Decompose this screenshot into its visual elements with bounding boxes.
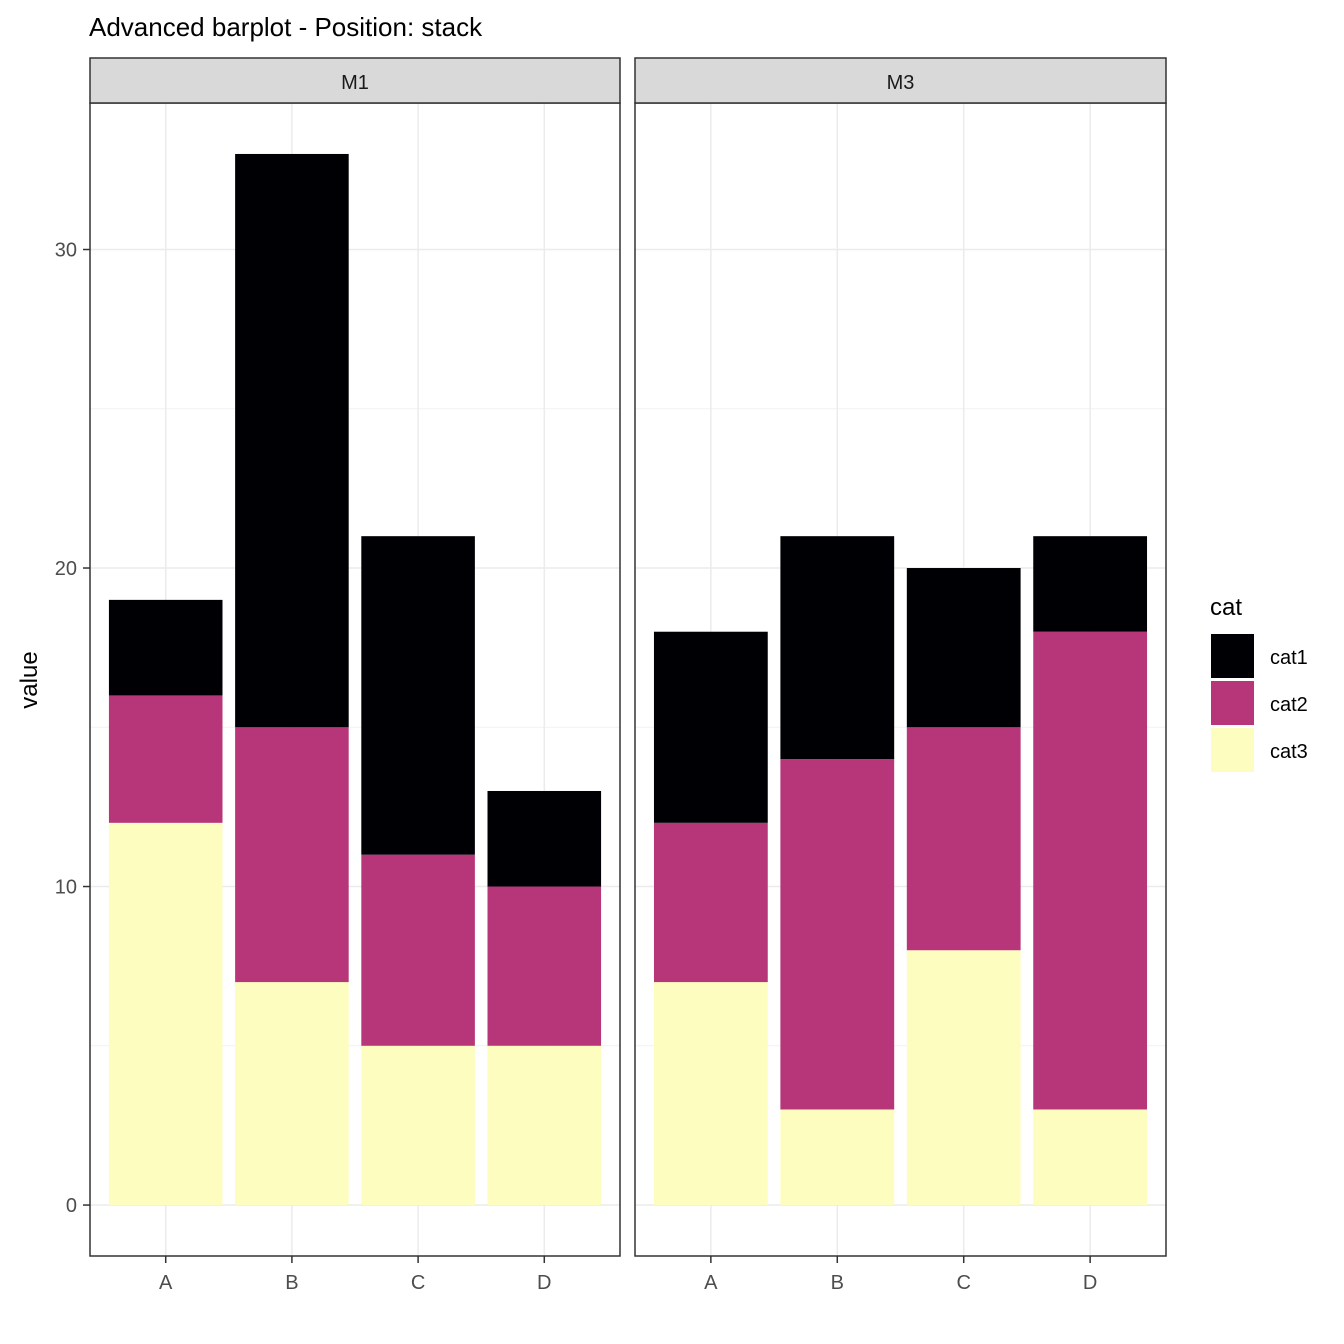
y-axis-title: value: [16, 651, 43, 708]
facet-panel-m3: M3 A B C D: [634, 57, 1167, 1294]
x-tick-label: B: [285, 1272, 298, 1294]
bar-m1-a-cat2: [108, 695, 223, 823]
legend-label-cat2: cat2: [1270, 694, 1308, 716]
bar-m3-b-cat1: [780, 536, 895, 760]
bar-m1-b-cat1: [235, 153, 349, 728]
bar-m3-a-cat1: [653, 631, 768, 823]
bar-m1-b-cat2: [235, 727, 349, 983]
bar-m3-a-cat3: [653, 982, 768, 1206]
bar-m1-d-cat3: [487, 1045, 602, 1206]
bar-m1-c-cat1: [361, 536, 475, 855]
legend-label-cat1: cat1: [1270, 647, 1308, 669]
x-tick-label: A: [704, 1272, 718, 1294]
chart-title: Advanced barplot - Position: stack: [89, 12, 483, 42]
legend-key-cat2: [1211, 681, 1254, 725]
legend-title: cat: [1210, 594, 1242, 621]
x-tick-label: A: [159, 1272, 173, 1294]
bar-m1-d-cat1: [487, 790, 602, 887]
bar-m3-b-cat2: [780, 759, 895, 1110]
bar-m1-d-cat2: [487, 886, 602, 1046]
bar-m3-b-cat3: [780, 1109, 895, 1206]
legend-key-cat3: [1211, 728, 1254, 772]
y-tick-label: 20: [55, 558, 77, 580]
bar-m3-d-cat1: [1033, 536, 1148, 632]
bar-m1-a-cat3: [108, 822, 223, 1206]
x-tick-label: C: [411, 1272, 425, 1294]
bar-m3-d-cat3: [1033, 1109, 1148, 1206]
bar-m1-b-cat3: [235, 982, 349, 1206]
bar-m3-a-cat2: [653, 822, 768, 983]
facet-panels: M1 A B C D 0 10 20 30 M3 A B C D: [55, 57, 1167, 1294]
legend-label-cat3: cat3: [1270, 741, 1308, 763]
facet-strip: [89, 57, 621, 104]
bar-m3-c-cat2: [906, 727, 1021, 951]
x-tick-label: D: [1083, 1272, 1097, 1294]
facet-strip-label: M3: [887, 72, 915, 94]
y-tick-label: 10: [55, 877, 77, 899]
bar-m3-d-cat2: [1033, 631, 1148, 1110]
facet-panel-m1: M1 A B C D 0 10 20 30: [55, 57, 621, 1294]
facet-strip-label: M1: [341, 72, 369, 94]
bar-m3-c-cat3: [906, 950, 1021, 1206]
x-tick-label: D: [537, 1272, 551, 1294]
bar-m1-c-cat3: [361, 1045, 475, 1206]
facet-strip: [634, 57, 1167, 104]
x-tick-label: C: [956, 1272, 970, 1294]
legend-key-cat1: [1211, 634, 1254, 678]
y-tick-label: 0: [66, 1195, 77, 1217]
y-tick-label: 30: [55, 240, 77, 262]
bar-m3-c-cat1: [906, 568, 1021, 728]
legend: cat cat1 cat2 cat3: [1210, 594, 1308, 772]
bar-m1-c-cat2: [361, 854, 475, 1046]
x-tick-label: B: [831, 1272, 844, 1294]
bar-m1-a-cat1: [108, 599, 223, 696]
